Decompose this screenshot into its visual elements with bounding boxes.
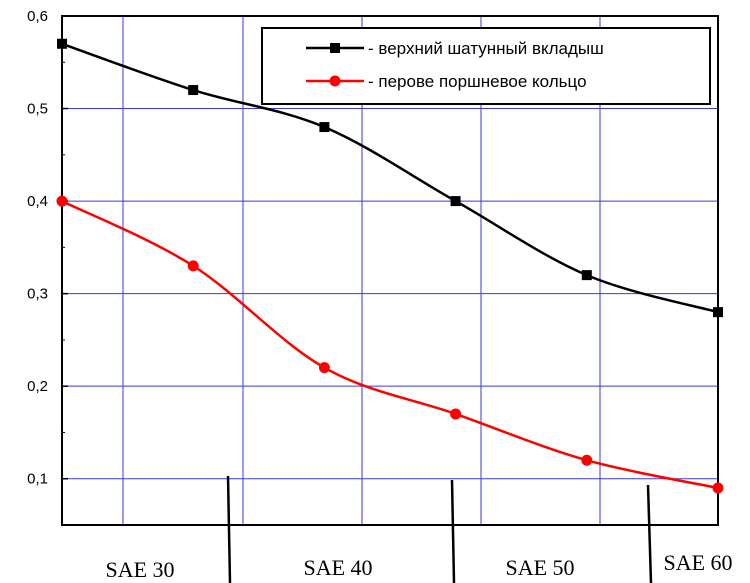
series-1	[56, 195, 724, 494]
y-tick-label: 0,1	[27, 471, 48, 488]
data-point	[450, 408, 462, 420]
data-point	[581, 454, 593, 466]
data-point	[57, 38, 67, 49]
legend-marker	[330, 43, 340, 53]
data-point	[318, 362, 330, 374]
category-labels: SAE 30 SAE 40 SAE 50 SAE 60	[105, 550, 732, 582]
legend-box	[261, 27, 711, 105]
category-divider-1	[450, 479, 456, 583]
series-group	[56, 38, 724, 494]
y-tick-label: 0,3	[27, 286, 48, 303]
legend-label: - верхний шатунный вкладыш	[368, 39, 604, 58]
data-point	[188, 85, 199, 96]
legend-marker	[329, 75, 341, 87]
data-point	[712, 482, 724, 494]
series-line	[61, 199, 719, 490]
y-tick-label: 0,6	[27, 8, 48, 25]
data-point	[450, 196, 461, 207]
category-label: SAE 40	[303, 555, 372, 580]
legend: - верхний шатунный вкладыш - перове поршн…	[261, 27, 711, 105]
category-label: SAE 60	[663, 550, 732, 575]
data-point	[713, 307, 723, 318]
series-0	[57, 38, 723, 318]
category-label: SAE 50	[505, 555, 574, 580]
y-tick-label: 0,5	[27, 101, 48, 118]
data-point	[319, 122, 330, 133]
data-point	[56, 195, 68, 207]
data-point	[581, 270, 592, 281]
category-dividers	[226, 475, 653, 583]
y-tick-label: 0,2	[27, 378, 48, 395]
y-axis: 0,1 0,2 0,3 0,4 0,5 0,6	[27, 8, 68, 488]
category-label: SAE 30	[105, 557, 174, 582]
y-tick-label: 0,4	[27, 193, 48, 210]
series-line	[61, 42, 719, 314]
data-point	[187, 260, 199, 272]
category-divider-0	[226, 475, 232, 583]
category-divider-2	[646, 484, 653, 583]
legend-label: - перове поршневое кольцо	[368, 72, 587, 91]
plot-frame	[61, 15, 719, 526]
